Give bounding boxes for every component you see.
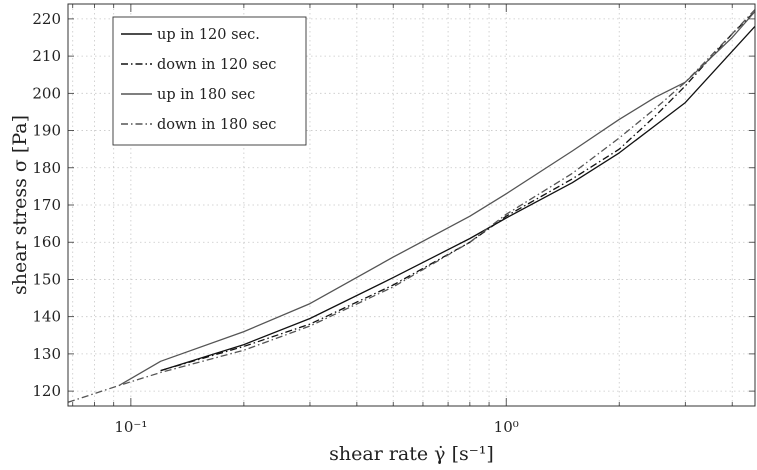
- series-lines: [67, 9, 756, 403]
- series-line-3: [118, 10, 756, 387]
- y-tick-label: 200: [32, 84, 61, 102]
- series-line-4: [67, 9, 756, 403]
- series-line-1: [160, 25, 756, 372]
- y-tick-label: 160: [32, 233, 61, 251]
- legend-label: down in 180 sec: [157, 117, 276, 133]
- y-tick-label: 190: [32, 122, 61, 140]
- y-tick-label: 220: [32, 10, 61, 28]
- y-tick-label: 170: [32, 196, 61, 214]
- y-axis-title: shear stress σ [Pa]: [9, 115, 31, 295]
- ticks: 120 130 140 150 160 170 180 190 200 210 220 10⁻¹ 10⁰: [32, 4, 755, 436]
- legend-label: up in 180 sec: [157, 87, 255, 103]
- legend-label: up in 120 sec.: [157, 27, 260, 43]
- x-axis-title: shear rate γ̇ [s⁻¹]: [329, 443, 494, 465]
- y-tick-label: 150: [32, 270, 61, 288]
- series-line-2: [160, 10, 756, 372]
- x-tick-label: 10⁻¹: [114, 418, 147, 436]
- legend-label: down in 120 sec: [157, 57, 276, 73]
- legend-box: [112, 16, 307, 146]
- y-tick-label: 130: [32, 345, 61, 363]
- y-tick-label: 210: [32, 47, 61, 65]
- y-tick-label: 120: [32, 382, 61, 400]
- legend: up in 120 sec. down in 120 sec up in 180 s…: [112, 16, 307, 146]
- y-tick-label: 180: [32, 159, 61, 177]
- x-tick-label: 10⁰: [494, 418, 519, 436]
- grid: [68, 4, 755, 406]
- y-tick-label: 140: [32, 308, 61, 326]
